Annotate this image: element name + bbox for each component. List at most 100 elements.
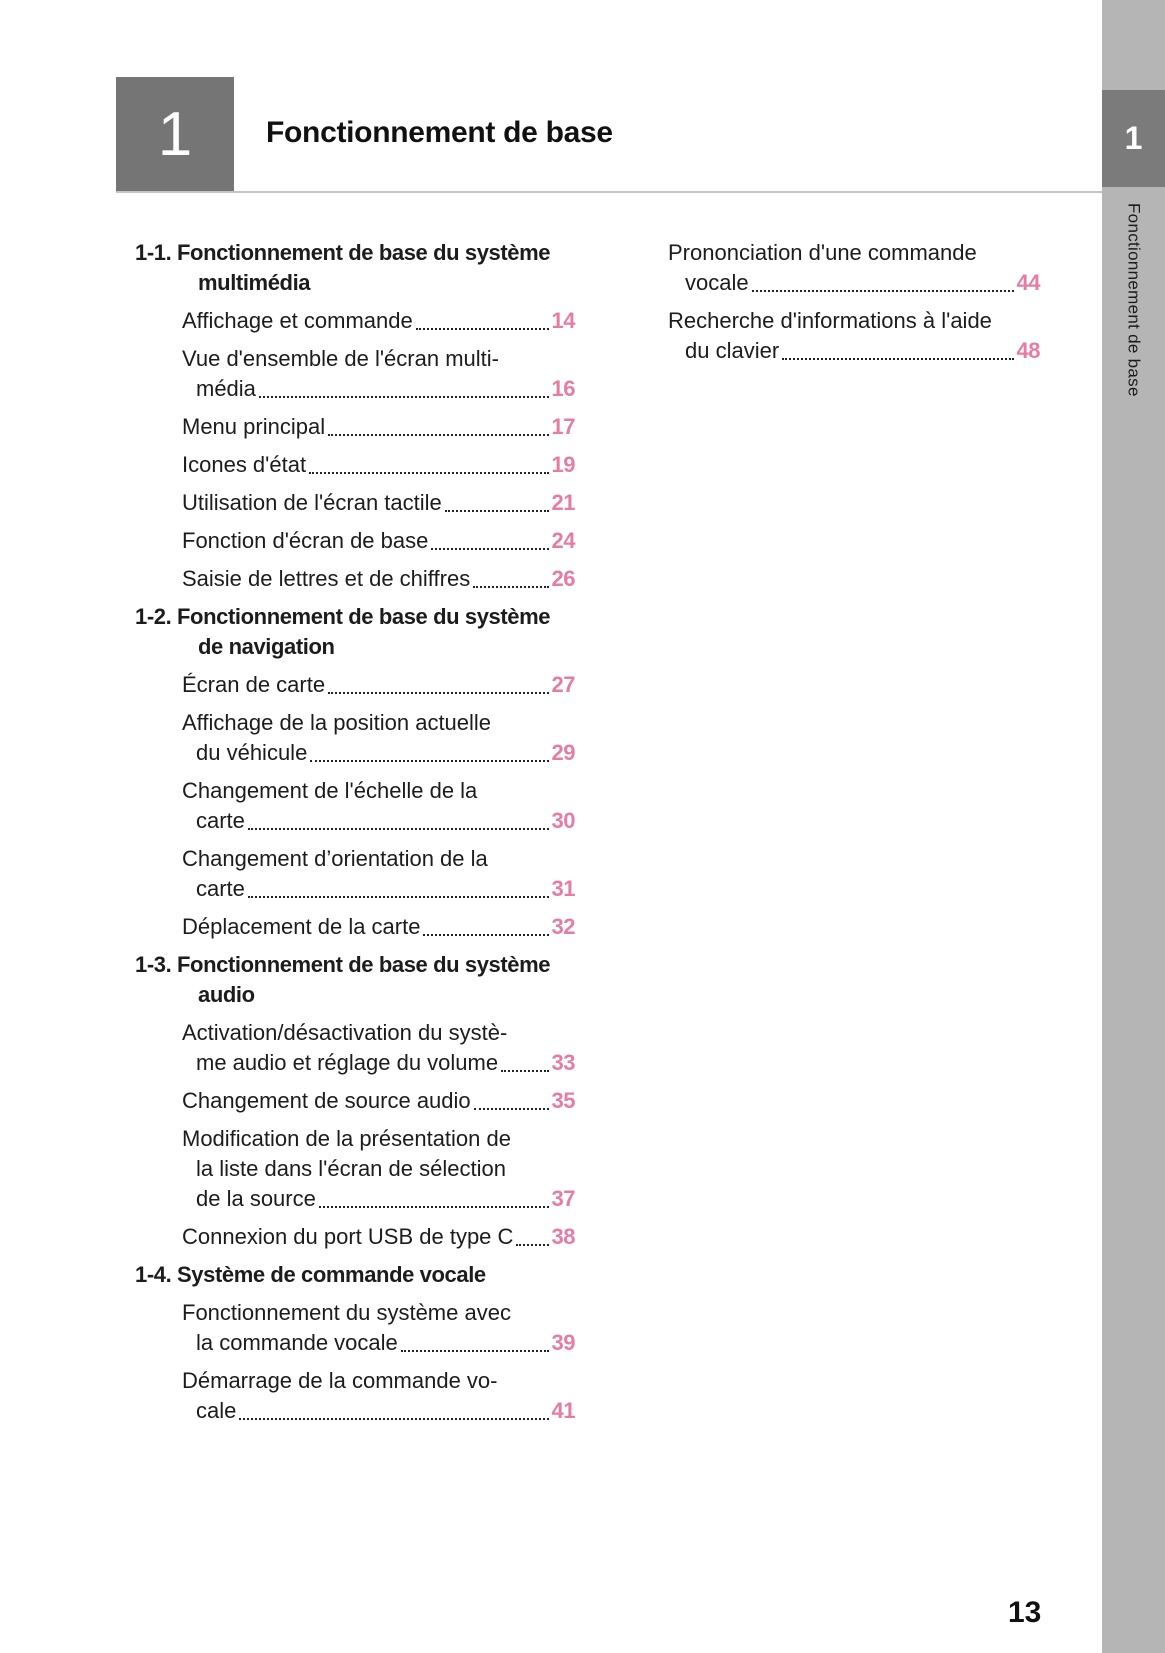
toc-line: Activation/désactivation du systè-	[182, 1020, 508, 1045]
toc-line: 1-3. Fonctionnement de base du système	[135, 952, 551, 977]
sidebar-chapter-tab: 1	[1102, 90, 1165, 187]
sidebar-chapter-label: Fonctionnement de base	[1124, 203, 1144, 397]
toc-entry: Écran de carte 27	[135, 670, 576, 700]
toc-line: Prononciation d'une commande	[668, 240, 977, 265]
toc-line: du clavier 48	[668, 336, 1041, 366]
dot-leader	[473, 1108, 549, 1110]
toc-page-number: 26	[551, 566, 576, 591]
toc-entry: Recherche d'informations à l'aide du clav…	[668, 306, 1041, 366]
toc-line: Changement de source audio 35	[135, 1086, 576, 1116]
dot-leader	[423, 934, 549, 936]
toc-entry-label: Saisie de lettres et de chiffres	[182, 566, 471, 591]
toc-entry-label: Icones d'état	[182, 452, 307, 477]
dot-leader	[501, 1070, 549, 1072]
dot-leader	[310, 760, 549, 762]
toc-entry: Menu principal 17	[135, 412, 576, 442]
toc-line: carte 31	[135, 874, 576, 904]
toc-entry-label: Utilisation de l'écran tactile	[182, 490, 442, 515]
toc-line: 1-2. Fonctionnement de base du système	[135, 604, 551, 629]
toc-line: Déplacement de la carte 32	[135, 912, 576, 942]
toc-entry-label: Déplacement de la carte	[182, 914, 421, 939]
toc-line: de la source 37	[135, 1184, 576, 1214]
sidebar-label-wrap: Fonctionnement de base	[1102, 203, 1165, 397]
chapter-number: 1	[157, 100, 193, 169]
toc-entry-label: vocale	[685, 270, 749, 295]
toc-page-number: 30	[551, 808, 576, 833]
toc-line: la liste dans l'écran de sélection	[196, 1156, 506, 1181]
toc-entry: Modification de la présentation de la lis…	[135, 1124, 576, 1214]
dot-leader	[782, 358, 1014, 360]
toc-line: Affichage de la position actuelle	[182, 710, 492, 735]
toc-entry: Vue d'ensemble de l'écran multi-média 16	[135, 344, 576, 404]
toc-line: carte 30	[135, 806, 576, 836]
toc-page-number: 16	[551, 376, 576, 401]
toc-line: Saisie de lettres et de chiffres 26	[135, 564, 576, 594]
toc-entry-label: Changement de source audio	[182, 1088, 471, 1113]
toc-entry-label: Menu principal	[182, 414, 326, 439]
toc-page-number: 21	[551, 490, 576, 515]
toc-section-heading: 1-4. Système de commande vocale	[135, 1260, 575, 1290]
header-divider	[116, 191, 1102, 193]
toc-line: Icones d'état 19	[135, 450, 576, 480]
toc-line: Affichage et commande 14	[135, 306, 576, 336]
toc-line: du véhicule 29	[135, 738, 576, 768]
toc-entry: Déplacement de la carte 32	[135, 912, 576, 942]
toc-entry-label: de la source	[196, 1186, 316, 1211]
toc-section-heading: 1-3. Fonctionnement de base du système au…	[135, 950, 575, 1010]
toc-line: Utilisation de l'écran tactile 21	[135, 488, 576, 518]
toc-line: Démarrage de la commande vo-	[182, 1368, 498, 1393]
toc-section-heading: 1-2. Fonctionnement de base du système de…	[135, 602, 575, 662]
dot-leader	[309, 472, 549, 474]
toc-column-right: Prononciation d'une commande vocale 44 Rech…	[668, 238, 1041, 366]
toc-line: 1-1. Fonctionnement de base du système	[135, 240, 551, 265]
toc-line: 1-4. Système de commande vocale	[135, 1262, 486, 1287]
dot-leader	[444, 510, 549, 512]
toc-entry-label: du clavier	[685, 338, 780, 363]
toc-line: la commande vocale 39	[135, 1328, 576, 1358]
toc-line: me audio et réglage du volume 33	[135, 1048, 576, 1078]
toc-entry-label: cale	[196, 1398, 237, 1423]
toc-entry-label: Fonction d'écran de base	[182, 528, 429, 553]
toc-line: Fonctionnement du système avec	[182, 1300, 511, 1325]
dot-leader	[247, 828, 549, 830]
toc-page-number: 38	[551, 1224, 576, 1249]
chapter-sidebar: 1 Fonctionnement de base	[1102, 0, 1165, 1653]
sidebar-chapter-number: 1	[1124, 120, 1143, 156]
dot-leader	[400, 1350, 549, 1352]
toc-line: audio	[198, 982, 255, 1007]
dot-leader	[516, 1244, 549, 1246]
toc-page-number: 27	[551, 672, 576, 697]
toc-entry: Affichage et commande 14	[135, 306, 576, 336]
toc-page-number: 19	[551, 452, 576, 477]
toc-entry: Changement de l'échelle de la carte 30	[135, 776, 576, 836]
toc-entry-label: Affichage et commande	[182, 308, 413, 333]
toc-entry-label: Connexion du port USB de type C	[182, 1224, 514, 1249]
chapter-title: Fonctionnement de base	[266, 116, 613, 149]
toc-entry: Changement d’orientation de la carte 31	[135, 844, 576, 904]
toc-line: Écran de carte 27	[135, 670, 576, 700]
toc-page-number: 48	[1016, 338, 1041, 363]
toc-page-number: 41	[551, 1398, 576, 1423]
toc-entry: Changement de source audio 35	[135, 1086, 576, 1116]
toc-line: média 16	[135, 374, 576, 404]
toc-line: Vue d'ensemble de l'écran multi-	[182, 346, 499, 371]
toc-line: Recherche d'informations à l'aide	[668, 308, 992, 333]
toc-entry: Fonctionnement du système avec la command…	[135, 1298, 576, 1358]
toc-line: Fonction d'écran de base 24	[135, 526, 576, 556]
dot-leader	[258, 396, 549, 398]
toc-page-number: 39	[551, 1330, 576, 1355]
toc-entry-label: la commande vocale	[196, 1330, 398, 1355]
toc-entry-label: Écran de carte	[182, 672, 326, 697]
toc-entry: Affichage de la position actuelle du véhi…	[135, 708, 576, 768]
dot-leader	[318, 1206, 549, 1208]
toc-page-number: 14	[551, 308, 576, 333]
toc-line: multimédia	[198, 270, 311, 295]
dot-leader	[431, 548, 549, 550]
toc-line: Changement d’orientation de la	[182, 846, 488, 871]
toc-entry: Fonction d'écran de base 24	[135, 526, 576, 556]
toc-entry: Démarrage de la commande vo-cale 41	[135, 1366, 576, 1426]
toc-page-number: 33	[551, 1050, 576, 1075]
page-number: 13	[1008, 1596, 1042, 1629]
toc-page-number: 44	[1016, 270, 1041, 295]
